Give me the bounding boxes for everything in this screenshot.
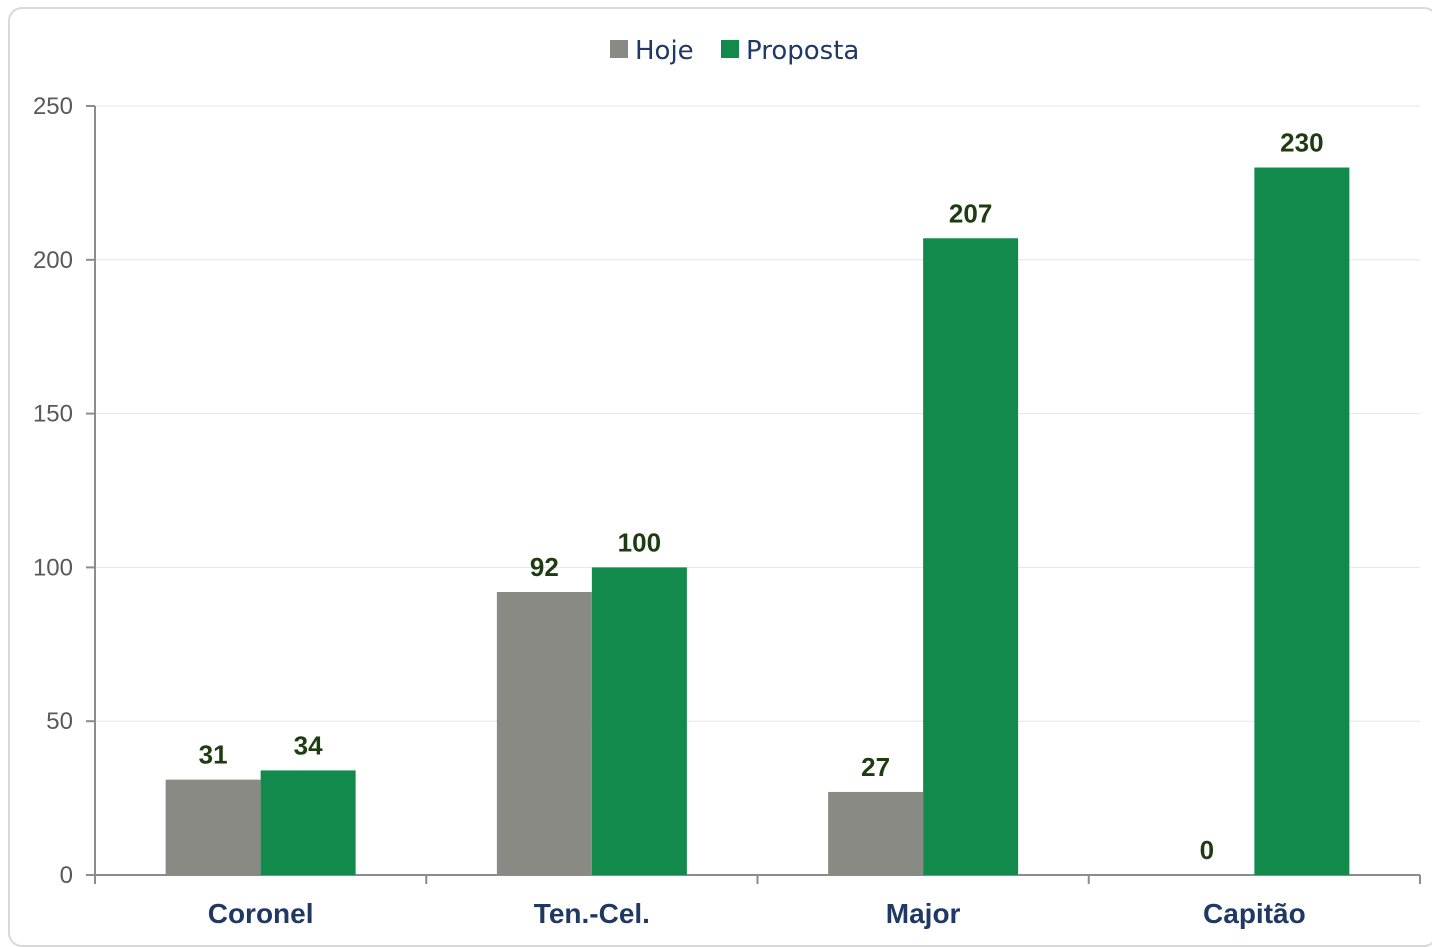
bar-hoje-0 [165,779,261,875]
data-label: 92 [530,552,559,582]
x-category-label: Coronel [208,898,314,929]
legend-label-proposta: Proposta [746,36,859,66]
y-tick-label: 0 [60,862,73,889]
data-label: 207 [949,198,992,228]
data-label: 27 [861,752,890,782]
bar-hoje-2 [828,791,924,875]
data-label: 31 [199,740,228,770]
legend-swatch-proposta [721,40,739,58]
data-label: 34 [294,730,323,760]
x-category-label: Ten.-Cel. [534,898,650,929]
y-tick-label: 100 [33,554,73,581]
legend-label-hoje: Hoje [635,36,694,66]
y-tick-label: 200 [33,247,73,274]
y-tick-label: 150 [33,401,73,428]
x-category-label: Major [886,898,961,929]
bar-proposta-0 [260,770,356,875]
bar-proposta-1 [591,567,687,875]
x-category-label: Capitão [1203,898,1306,929]
data-label: 230 [1280,128,1323,158]
legend-swatch-hoje [610,40,628,58]
bar-proposta-2 [923,238,1019,875]
bar-hoje-1 [496,592,592,875]
data-label: 0 [1200,835,1214,865]
y-tick-label: 50 [46,708,73,735]
y-tick-label: 250 [33,93,73,120]
data-label: 100 [618,527,661,557]
bar-proposta-3 [1254,167,1350,875]
